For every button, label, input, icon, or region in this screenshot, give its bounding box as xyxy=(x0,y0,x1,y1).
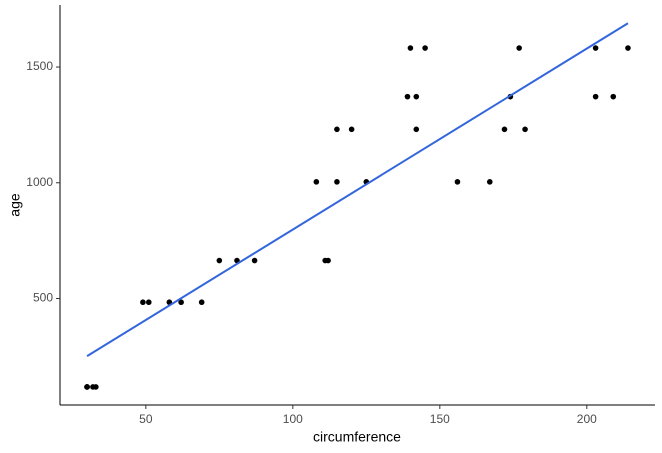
fit-line xyxy=(86,22,629,358)
point xyxy=(486,179,493,185)
x-tick-label: 200 xyxy=(577,412,597,426)
point xyxy=(334,179,340,185)
point xyxy=(198,299,205,306)
point xyxy=(348,126,355,133)
x-tick-label: 50 xyxy=(139,412,153,426)
point xyxy=(145,299,152,306)
y-tick-label: 1500 xyxy=(26,59,53,73)
point xyxy=(178,299,184,306)
point xyxy=(413,126,420,133)
point xyxy=(84,384,90,390)
point xyxy=(522,126,528,133)
y-tick-label: 500 xyxy=(33,291,53,305)
point xyxy=(90,384,96,390)
point xyxy=(325,257,331,264)
point xyxy=(407,45,414,51)
x-tick-label: 150 xyxy=(430,412,450,426)
point xyxy=(516,45,522,51)
point xyxy=(592,93,599,100)
point xyxy=(251,257,258,264)
point xyxy=(625,45,631,51)
point xyxy=(216,257,223,264)
x-tick-label: 100 xyxy=(283,412,303,426)
point xyxy=(313,179,320,185)
point xyxy=(404,93,411,100)
point xyxy=(454,179,461,185)
y-axis-title: age xyxy=(7,193,23,217)
y-tick-label: 1000 xyxy=(26,175,53,189)
point xyxy=(592,45,599,51)
point xyxy=(610,93,617,100)
x-axis-title: circumference xyxy=(313,429,401,445)
point xyxy=(140,299,146,306)
point xyxy=(334,126,340,133)
point xyxy=(413,93,420,100)
point xyxy=(422,45,428,51)
point xyxy=(501,126,508,133)
